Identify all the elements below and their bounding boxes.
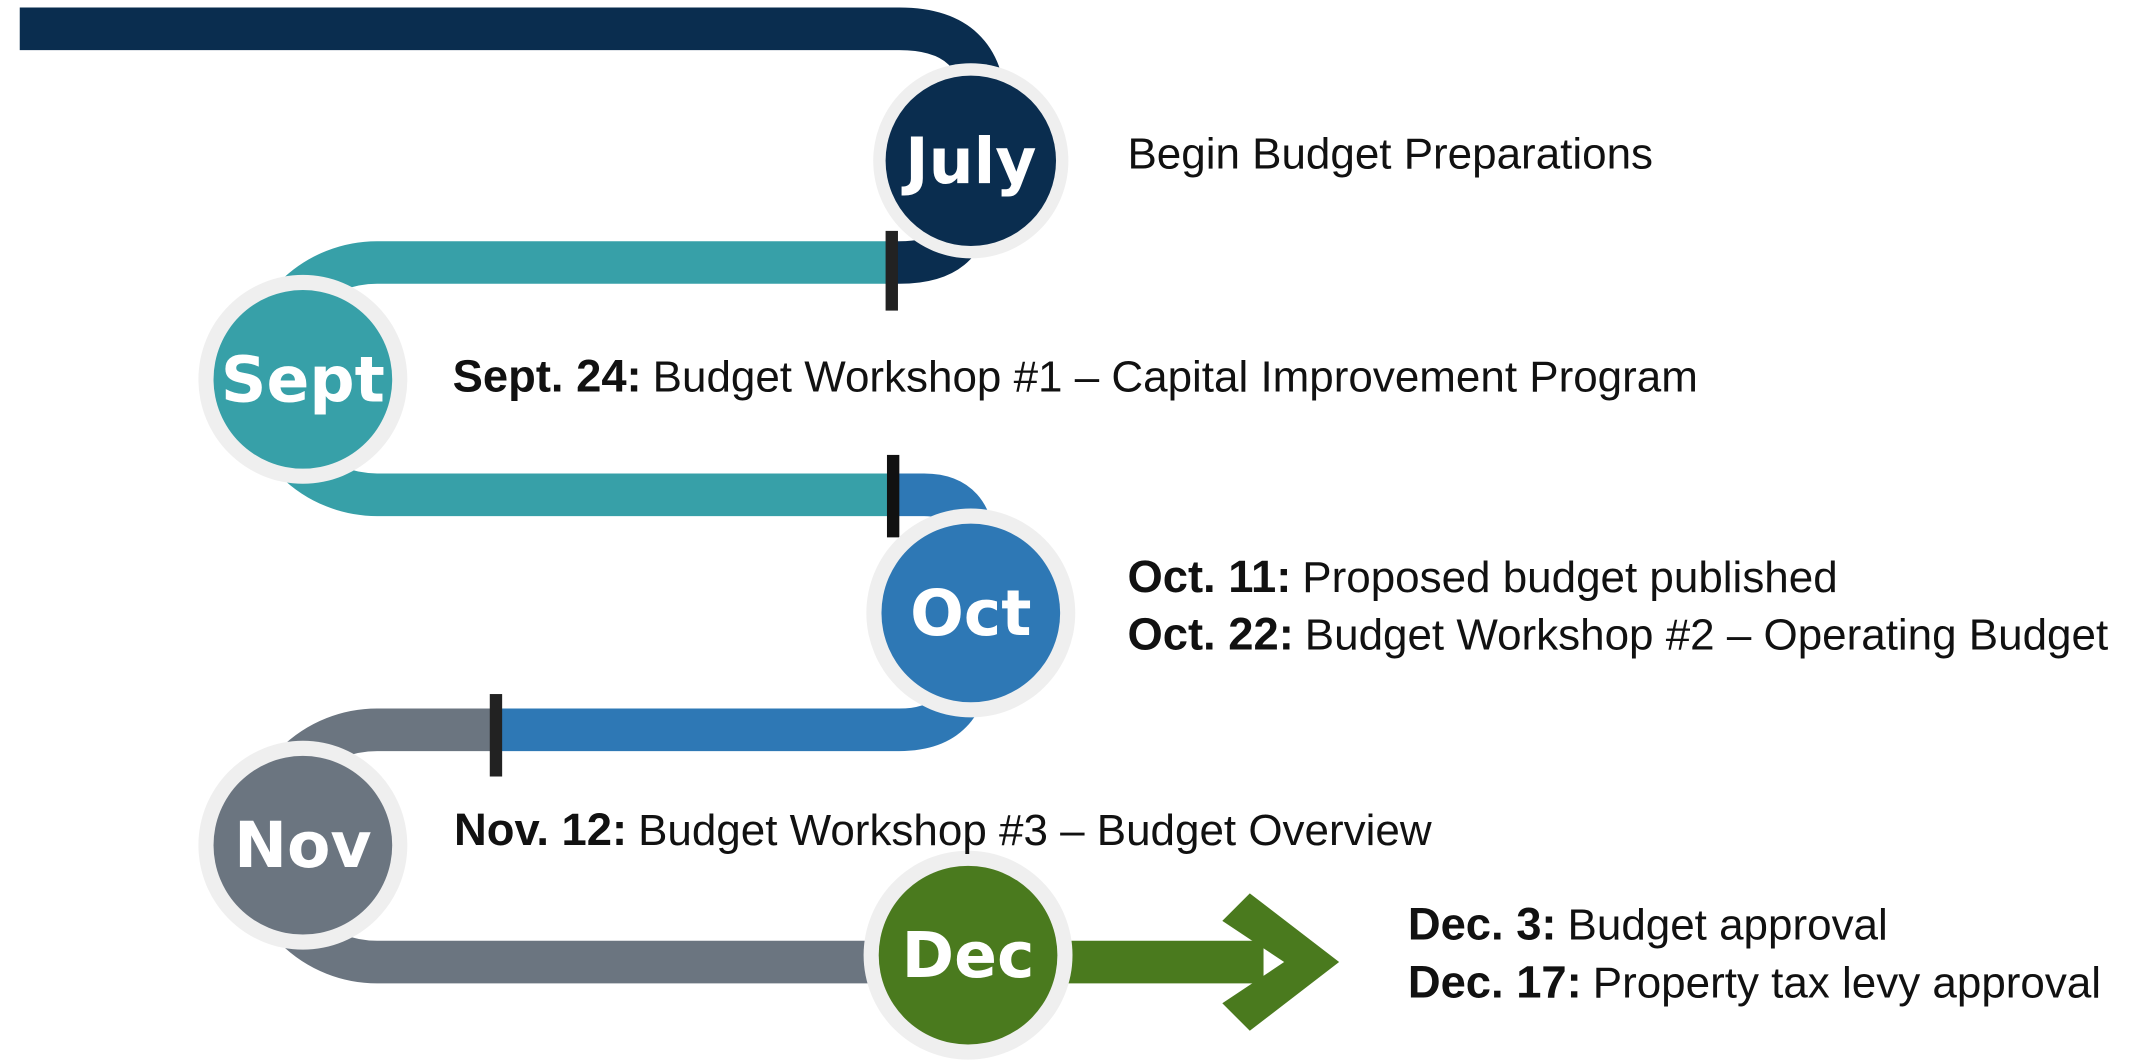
event: Dec. 3: Budget approval [1408,899,1888,950]
event-text: Proposed budget published [1302,553,1837,602]
event-text: Budget Workshop #1 – Capital Improvement… [653,352,1698,401]
event-date: Oct. 22: [1127,609,1293,660]
event-date: Dec. 3: [1408,899,1557,950]
event-date: Nov. 12: [454,804,627,855]
tick [885,230,898,311]
node-july: July [873,63,1069,259]
event-text: Budget approval [1568,900,1888,949]
event-date: Dec. 17: [1408,956,1582,1007]
event-text: Budget Workshop #3 – Budget Overview [638,805,1432,854]
month-label: July [901,124,1036,198]
event-date: Oct. 11: [1127,551,1291,602]
event-date: Sept. 24: [453,350,642,401]
band-july [19,7,1006,111]
tick [886,454,900,538]
event: Begin Budget Preparations [1127,129,1653,178]
month-label: Nov [234,808,372,882]
node-oct: Oct [866,508,1076,718]
event: Nov. 12: Budget Workshop #3 – Budget Over… [454,804,1432,855]
month-label: Oct [910,576,1031,650]
month-label: Sept [221,342,385,416]
event: Oct. 11: Proposed budget published [1127,551,1837,602]
event-text: Begin Budget Preparations [1127,129,1653,178]
node-nov: Nov [198,740,408,950]
event: Sept. 24: Budget Workshop #1 – Capital Im… [453,350,1698,401]
node-sept: Sept [198,274,408,484]
event: Dec. 17: Property tax levy approval [1408,956,2101,1007]
tick [489,694,503,777]
arrow-head [1222,893,1340,1031]
event-text: Budget Workshop #2 – Operating Budget [1305,610,2108,659]
event: Oct. 22: Budget Workshop #2 – Operating B… [1127,609,2108,660]
node-dec: Dec [863,850,1073,1060]
month-label: Dec [902,918,1035,992]
event-text: Property tax levy approval [1593,958,2101,1007]
